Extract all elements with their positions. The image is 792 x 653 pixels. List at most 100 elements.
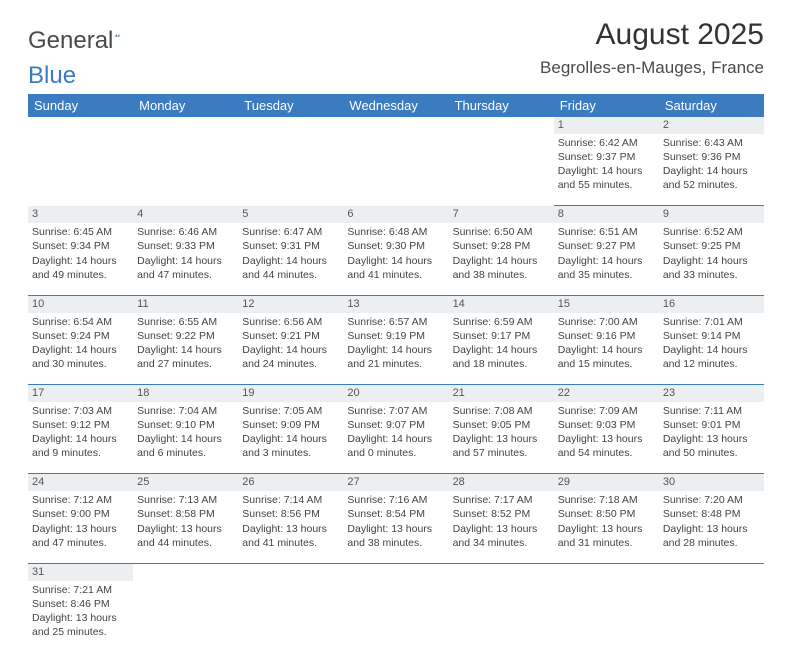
day-cell (659, 581, 764, 653)
day-number-row: 10111213141516 (28, 295, 764, 312)
logo-text-second: Blue (28, 62, 76, 89)
day-cell: Sunrise: 6:54 AMSunset: 9:24 PMDaylight:… (28, 313, 133, 385)
sunset-text: Sunset: 9:16 PM (558, 329, 655, 343)
day-number (659, 563, 764, 580)
daylight-text: and 3 minutes. (242, 446, 339, 460)
day-number: 9 (659, 206, 764, 223)
daylight-text: and 54 minutes. (558, 446, 655, 460)
day-cell: Sunrise: 6:52 AMSunset: 9:25 PMDaylight:… (659, 223, 764, 295)
sunrise-text: Sunrise: 6:59 AM (453, 315, 550, 329)
sunrise-text: Sunrise: 6:42 AM (558, 136, 655, 150)
day-number: 28 (449, 474, 554, 491)
day-cell (238, 134, 343, 206)
sunset-text: Sunset: 9:03 PM (558, 418, 655, 432)
sunset-text: Sunset: 9:09 PM (242, 418, 339, 432)
sunset-text: Sunset: 8:46 PM (32, 597, 129, 611)
daylight-text: and 6 minutes. (137, 446, 234, 460)
sunrise-text: Sunrise: 6:46 AM (137, 225, 234, 239)
daylight-text: and 44 minutes. (137, 536, 234, 550)
day-cell: Sunrise: 7:20 AMSunset: 8:48 PMDaylight:… (659, 491, 764, 563)
day-number: 24 (28, 474, 133, 491)
day-cell: Sunrise: 7:07 AMSunset: 9:07 PMDaylight:… (343, 402, 448, 474)
daylight-text: Daylight: 13 hours (32, 522, 129, 536)
day-number-row: 17181920212223 (28, 385, 764, 402)
sunset-text: Sunset: 9:10 PM (137, 418, 234, 432)
daylight-text: Daylight: 14 hours (347, 432, 444, 446)
sunset-text: Sunset: 9:27 PM (558, 239, 655, 253)
day-number: 26 (238, 474, 343, 491)
day-number: 6 (343, 206, 448, 223)
day-cell: Sunrise: 7:04 AMSunset: 9:10 PMDaylight:… (133, 402, 238, 474)
daylight-text: Daylight: 14 hours (558, 343, 655, 357)
day-number: 20 (343, 385, 448, 402)
daylight-text: Daylight: 14 hours (347, 254, 444, 268)
sunrise-text: Sunrise: 7:01 AM (663, 315, 760, 329)
day-cell: Sunrise: 6:45 AMSunset: 9:34 PMDaylight:… (28, 223, 133, 295)
sunrise-text: Sunrise: 7:03 AM (32, 404, 129, 418)
daylight-text: Daylight: 14 hours (32, 343, 129, 357)
sunset-text: Sunset: 9:12 PM (32, 418, 129, 432)
sunrise-text: Sunrise: 6:48 AM (347, 225, 444, 239)
sunset-text: Sunset: 8:54 PM (347, 507, 444, 521)
page-title: August 2025 (540, 18, 764, 52)
sunset-text: Sunset: 9:14 PM (663, 329, 760, 343)
day-number: 7 (449, 206, 554, 223)
day-number (238, 563, 343, 580)
daylight-text: Daylight: 14 hours (453, 254, 550, 268)
sunset-text: Sunset: 9:28 PM (453, 239, 550, 253)
sunrise-text: Sunrise: 6:51 AM (558, 225, 655, 239)
daylight-text: and 49 minutes. (32, 268, 129, 282)
daylight-text: and 21 minutes. (347, 357, 444, 371)
day-number: 19 (238, 385, 343, 402)
daylight-text: Daylight: 13 hours (453, 432, 550, 446)
daylight-text: Daylight: 14 hours (453, 343, 550, 357)
sunrise-text: Sunrise: 6:50 AM (453, 225, 550, 239)
daylight-text: and 33 minutes. (663, 268, 760, 282)
day-cell: Sunrise: 7:16 AMSunset: 8:54 PMDaylight:… (343, 491, 448, 563)
title-block: August 2025 Begrolles-en-Mauges, France (540, 18, 764, 78)
day-cell: Sunrise: 7:01 AMSunset: 9:14 PMDaylight:… (659, 313, 764, 385)
day-number: 5 (238, 206, 343, 223)
daylight-text: and 38 minutes. (453, 268, 550, 282)
sunrise-text: Sunrise: 6:43 AM (663, 136, 760, 150)
daylight-text: Daylight: 14 hours (558, 164, 655, 178)
sunset-text: Sunset: 9:31 PM (242, 239, 339, 253)
sunset-text: Sunset: 8:56 PM (242, 507, 339, 521)
daylight-text: Daylight: 14 hours (558, 254, 655, 268)
day-cell: Sunrise: 7:21 AMSunset: 8:46 PMDaylight:… (28, 581, 133, 653)
daylight-text: Daylight: 13 hours (663, 432, 760, 446)
daylight-text: and 12 minutes. (663, 357, 760, 371)
day-cell: Sunrise: 6:47 AMSunset: 9:31 PMDaylight:… (238, 223, 343, 295)
day-number: 30 (659, 474, 764, 491)
sunrise-text: Sunrise: 7:21 AM (32, 583, 129, 597)
header: General August 2025 Begrolles-en-Mauges,… (0, 0, 792, 86)
daylight-text: Daylight: 14 hours (32, 254, 129, 268)
day-number: 21 (449, 385, 554, 402)
sunset-text: Sunset: 9:19 PM (347, 329, 444, 343)
day-cell: Sunrise: 7:18 AMSunset: 8:50 PMDaylight:… (554, 491, 659, 563)
daylight-text: Daylight: 13 hours (453, 522, 550, 536)
sunrise-text: Sunrise: 6:52 AM (663, 225, 760, 239)
daylight-text: and 15 minutes. (558, 357, 655, 371)
day-number-row: 3456789 (28, 206, 764, 223)
daylight-text: Daylight: 13 hours (32, 611, 129, 625)
sunrise-text: Sunrise: 7:07 AM (347, 404, 444, 418)
logo-second-line: Blue (28, 62, 76, 90)
daylight-text: and 57 minutes. (453, 446, 550, 460)
day-number: 13 (343, 295, 448, 312)
day-cell: Sunrise: 7:09 AMSunset: 9:03 PMDaylight:… (554, 402, 659, 474)
sunrise-text: Sunrise: 7:11 AM (663, 404, 760, 418)
daylight-text: and 25 minutes. (32, 625, 129, 639)
weekday-header: Sunday (28, 94, 133, 117)
day-cell (28, 134, 133, 206)
daylight-text: Daylight: 13 hours (137, 522, 234, 536)
sunset-text: Sunset: 8:52 PM (453, 507, 550, 521)
daylight-text: Daylight: 14 hours (663, 254, 760, 268)
sunset-text: Sunset: 9:36 PM (663, 150, 760, 164)
sunrise-text: Sunrise: 6:54 AM (32, 315, 129, 329)
sunrise-text: Sunrise: 7:17 AM (453, 493, 550, 507)
flag-icon (115, 26, 120, 44)
daylight-text: Daylight: 14 hours (137, 432, 234, 446)
daylight-text: and 27 minutes. (137, 357, 234, 371)
sunrise-text: Sunrise: 7:00 AM (558, 315, 655, 329)
